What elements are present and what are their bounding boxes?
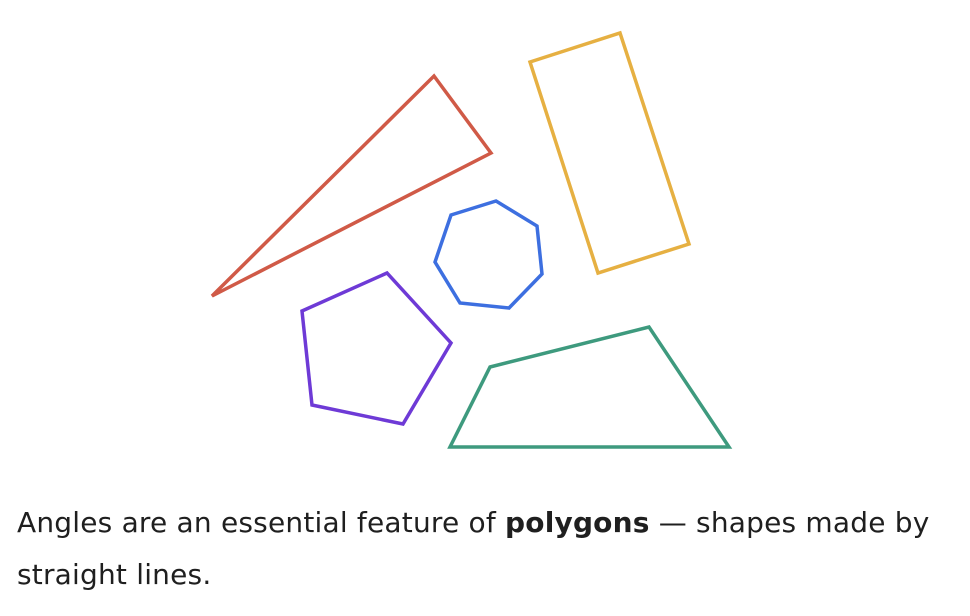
pentagon-shape [300, 270, 454, 426]
rectangle-shape [527, 30, 692, 276]
caption-text-end: — shapes made by straight lines. [17, 506, 930, 591]
caption-bold-term: polygons [505, 506, 650, 539]
polygons-figure [210, 30, 733, 449]
triangle-shape [210, 73, 494, 298]
caption-text-start: Angles are an essential feature of [17, 506, 506, 539]
heptagon-shape [433, 199, 544, 310]
caption: Angles are an essential feature of polyg… [17, 497, 957, 601]
trapezoid-shape [447, 325, 733, 449]
